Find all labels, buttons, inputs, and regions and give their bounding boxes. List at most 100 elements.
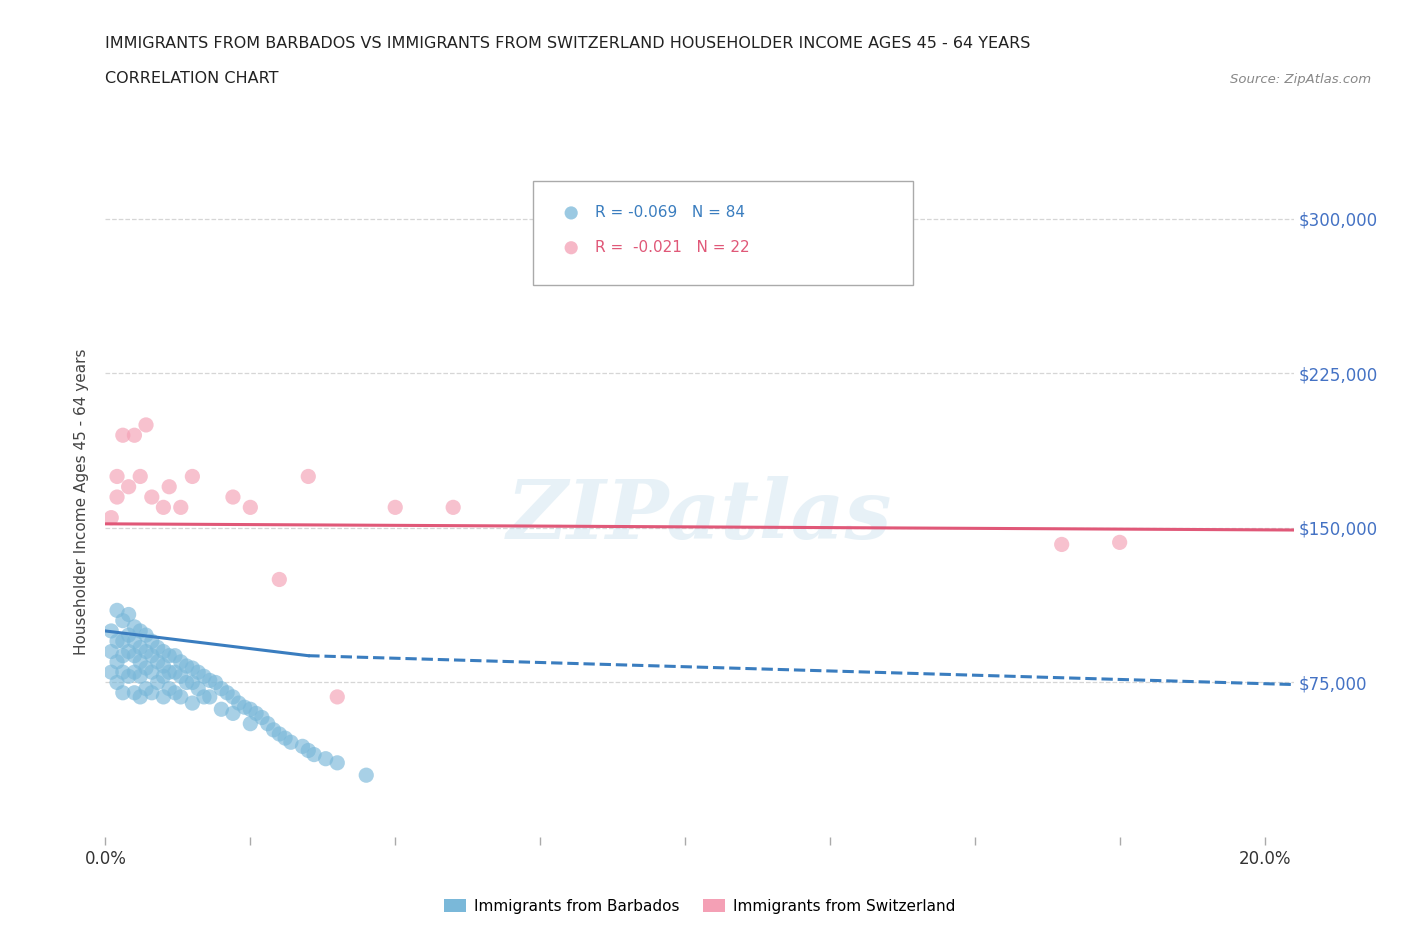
Point	[152, 658, 174, 673]
Point	[111, 648, 134, 663]
Point	[111, 613, 134, 628]
Point	[111, 634, 134, 649]
Point	[105, 655, 128, 670]
Point	[1050, 537, 1073, 551]
Point	[129, 623, 152, 638]
Point	[100, 665, 122, 680]
Point	[204, 675, 226, 690]
Point	[124, 619, 146, 634]
Point	[124, 634, 146, 649]
Point	[117, 644, 139, 659]
Point	[117, 628, 139, 643]
Point	[181, 469, 204, 484]
Point	[269, 572, 291, 587]
Point	[176, 675, 198, 690]
Point	[193, 689, 215, 704]
Point	[105, 489, 128, 504]
Point	[170, 500, 193, 515]
Point	[141, 634, 163, 649]
Point	[152, 689, 174, 704]
Point	[280, 735, 302, 750]
Point	[354, 768, 377, 783]
Point	[170, 689, 193, 704]
Point	[111, 685, 134, 700]
Point	[135, 644, 157, 659]
Point	[141, 489, 163, 504]
Point	[315, 751, 337, 766]
Point	[135, 628, 157, 643]
Point	[1108, 535, 1130, 550]
Point	[274, 731, 297, 746]
Point	[157, 479, 180, 494]
Point	[163, 685, 186, 700]
Point	[124, 685, 146, 700]
Point	[117, 669, 139, 684]
Point	[111, 665, 134, 680]
Point	[209, 681, 232, 696]
Point	[170, 669, 193, 684]
Point	[222, 689, 245, 704]
Point	[187, 665, 209, 680]
Y-axis label: Householder Income Ages 45 - 64 years: Householder Income Ages 45 - 64 years	[75, 349, 90, 656]
Point	[163, 648, 186, 663]
Point	[124, 648, 146, 663]
Point	[157, 648, 180, 663]
Point	[124, 428, 146, 443]
Point	[129, 469, 152, 484]
Point	[193, 669, 215, 684]
Point	[239, 716, 262, 731]
Point	[146, 640, 169, 655]
Point	[105, 603, 128, 618]
Point	[105, 469, 128, 484]
Text: ZIPatlas: ZIPatlas	[506, 475, 893, 555]
Point	[152, 644, 174, 659]
Text: R = -0.069   N = 84: R = -0.069 N = 84	[595, 206, 745, 220]
Point	[129, 689, 152, 704]
Point	[441, 500, 464, 515]
Point	[141, 665, 163, 680]
Point	[228, 696, 250, 711]
Point	[217, 685, 239, 700]
Point	[250, 711, 273, 725]
Point	[326, 755, 349, 770]
Point	[157, 681, 180, 696]
Point	[129, 655, 152, 670]
Point	[141, 685, 163, 700]
Point	[384, 500, 406, 515]
Point	[209, 702, 232, 717]
Point	[297, 743, 319, 758]
Point	[146, 675, 169, 690]
Point	[135, 681, 157, 696]
Point	[117, 479, 139, 494]
Point	[263, 723, 285, 737]
Legend: Immigrants from Barbados, Immigrants from Switzerland: Immigrants from Barbados, Immigrants fro…	[437, 893, 962, 920]
Point	[141, 648, 163, 663]
Point	[222, 489, 245, 504]
Text: R =  -0.021   N = 22: R = -0.021 N = 22	[595, 240, 749, 255]
Point	[129, 640, 152, 655]
Point	[181, 660, 204, 675]
Point	[269, 726, 291, 741]
Point	[181, 675, 204, 690]
Point	[198, 689, 221, 704]
Point	[256, 716, 278, 731]
Point	[146, 655, 169, 670]
Text: IMMIGRANTS FROM BARBADOS VS IMMIGRANTS FROM SWITZERLAND HOUSEHOLDER INCOME AGES : IMMIGRANTS FROM BARBADOS VS IMMIGRANTS F…	[105, 36, 1031, 51]
Point	[297, 469, 319, 484]
Point	[326, 689, 349, 704]
Point	[157, 665, 180, 680]
Point	[152, 500, 174, 515]
Text: CORRELATION CHART: CORRELATION CHART	[105, 71, 278, 86]
Point	[129, 669, 152, 684]
Point	[233, 699, 256, 714]
Point	[135, 660, 157, 675]
Point	[100, 623, 122, 638]
Point	[302, 747, 325, 762]
Point	[291, 739, 314, 754]
Point	[222, 706, 245, 721]
Point	[198, 673, 221, 688]
Point	[111, 428, 134, 443]
Point	[100, 511, 122, 525]
Point	[135, 418, 157, 432]
Point	[239, 500, 262, 515]
